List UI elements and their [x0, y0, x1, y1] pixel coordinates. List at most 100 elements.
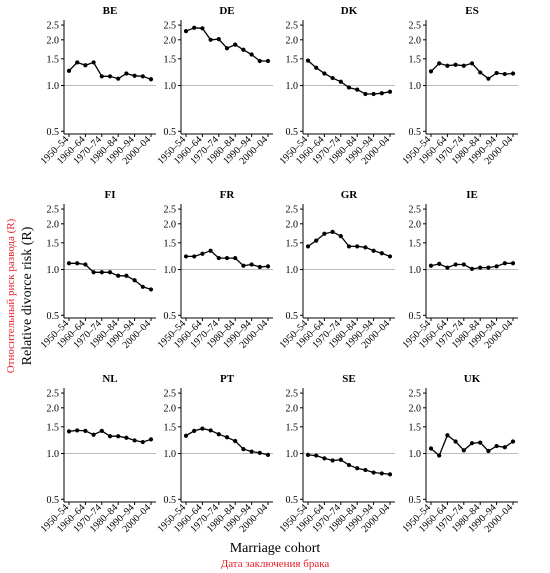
panel-es: ES0.51.01.52.02.51950–541960–641970–7419… [401, 5, 518, 167]
data-point [216, 432, 221, 437]
data-point [461, 63, 466, 68]
data-point [502, 261, 507, 266]
data-point [75, 60, 80, 65]
data-point [224, 255, 230, 261]
data-point [502, 445, 507, 450]
y-tick-label: 1.5 [47, 54, 60, 65]
data-point [478, 70, 483, 75]
data-point [314, 238, 319, 243]
data-point [107, 434, 113, 439]
panel-title: FR [220, 189, 236, 201]
y-tick-label: 1.0 [409, 449, 422, 460]
data-point [338, 457, 343, 462]
data-point [486, 76, 491, 81]
panel-title: DK [341, 5, 358, 17]
data-point [241, 446, 246, 452]
y-tick-label: 1.0 [286, 265, 299, 276]
y-tick-label: 0.5 [409, 127, 422, 138]
y-tick-label: 1.5 [286, 54, 299, 65]
data-point [445, 433, 450, 438]
data-point [107, 270, 113, 275]
y-tick-label: 2.5 [47, 389, 60, 400]
data-point [478, 265, 483, 270]
data-point [355, 87, 360, 92]
data-point [461, 262, 466, 267]
y-tick-label: 1.5 [164, 54, 177, 65]
panel-title: UK [464, 373, 481, 385]
data-point [66, 261, 72, 266]
data-point [99, 428, 104, 433]
y-tick-label: 2.5 [286, 21, 299, 32]
y-tick-label: 1.0 [47, 449, 60, 460]
data-point [510, 439, 516, 444]
data-point [453, 262, 458, 267]
y-tick-label: 0.5 [47, 311, 60, 322]
data-point [371, 91, 376, 97]
data-point [338, 234, 343, 239]
data-point [116, 273, 121, 278]
data-point [116, 434, 121, 439]
data-point [124, 273, 129, 278]
y-tick-label: 1.0 [164, 449, 177, 460]
data-point [510, 71, 516, 76]
data-point [371, 248, 376, 253]
data-point [224, 46, 230, 51]
data-point [461, 448, 466, 453]
data-point [183, 433, 189, 438]
data-point [346, 244, 352, 249]
data-point [66, 429, 72, 434]
data-point [148, 437, 154, 442]
data-point [322, 231, 327, 236]
y-tick-label: 2.5 [409, 21, 422, 32]
data-point [132, 438, 137, 443]
y-tick-label: 0.5 [286, 127, 299, 138]
data-point [216, 37, 221, 42]
y-tick-label: 1.5 [47, 422, 60, 433]
data-point [486, 448, 491, 454]
data-point [265, 58, 271, 64]
data-point [66, 68, 72, 73]
panel-title: ES [465, 5, 478, 17]
data-point [192, 254, 197, 259]
data-point [502, 71, 507, 77]
series-line [430, 62, 514, 80]
data-point [91, 270, 96, 275]
y-tick-label: 1.0 [286, 449, 299, 460]
data-point [140, 284, 145, 289]
data-point [208, 37, 213, 42]
data-point [494, 264, 499, 269]
y-axis-label-russian: Относительный риск развода (R) [5, 218, 17, 374]
y-tick-label: 1.0 [409, 265, 422, 276]
data-point [116, 76, 121, 81]
y-tick-label: 2.5 [164, 205, 177, 216]
y-tick-label: 1.0 [164, 265, 177, 276]
data-point [192, 25, 197, 30]
y-tick-label: 1.5 [164, 422, 177, 433]
data-point [346, 462, 352, 468]
y-tick-label: 0.5 [286, 311, 299, 322]
y-tick-label: 2.5 [164, 21, 177, 32]
data-point [148, 77, 154, 82]
data-point [83, 428, 88, 433]
y-axis-label: Relative divorce risk (R) [20, 226, 35, 366]
y-tick-label: 0.5 [47, 127, 60, 138]
y-tick-label: 2.0 [286, 219, 299, 230]
data-point [91, 60, 96, 65]
panel-title: BE [103, 5, 118, 17]
panel-de: DE0.51.01.52.02.51950–541960–641970–7419… [156, 5, 273, 167]
y-tick-label: 2.5 [47, 21, 60, 32]
data-point [314, 453, 319, 458]
data-point [494, 70, 499, 76]
data-point [305, 452, 311, 457]
y-tick-label: 1.5 [409, 238, 422, 249]
y-tick-label: 0.5 [409, 495, 422, 506]
y-tick-label: 2.5 [286, 205, 299, 216]
data-point [437, 61, 442, 66]
y-tick-label: 2.5 [47, 205, 60, 216]
data-point [91, 432, 96, 437]
y-tick-label: 1.0 [409, 81, 422, 92]
data-point [200, 26, 205, 31]
data-point [224, 435, 230, 440]
data-point [241, 263, 246, 268]
data-point [249, 52, 254, 57]
